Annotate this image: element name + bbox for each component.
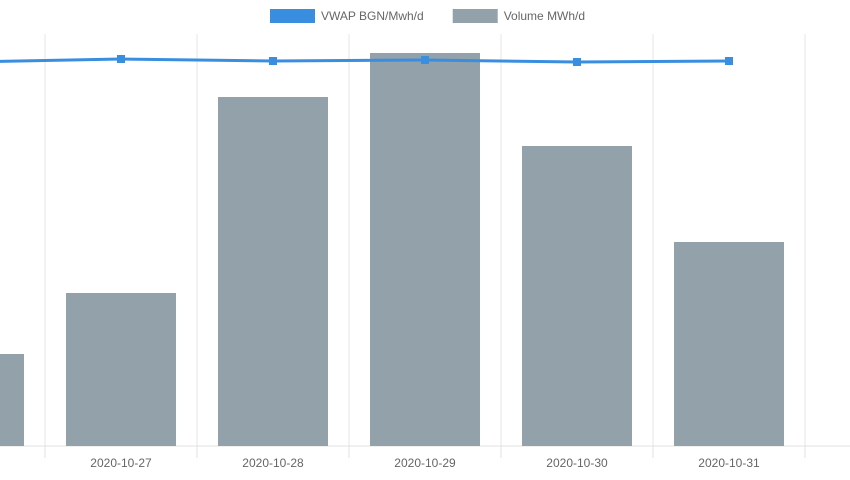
legend-swatch[interactable] — [452, 9, 498, 23]
point — [573, 58, 581, 66]
point — [421, 56, 429, 64]
bar — [674, 242, 784, 446]
legend: VWAP BGN/Mwh/d Volume MWh/d — [270, 9, 585, 23]
bar — [0, 354, 24, 446]
x-tick-label: 2020-10-30 — [546, 456, 608, 470]
legend-label[interactable]: Volume MWh/d — [504, 9, 585, 23]
point — [725, 57, 733, 65]
legend-label[interactable]: VWAP BGN/Mwh/d — [321, 9, 424, 23]
bar — [218, 97, 328, 446]
legend-swatch[interactable] — [270, 9, 315, 23]
x-tick-label: 2020-10-27 — [90, 456, 152, 470]
x-tick-label: 2020-10-31 — [698, 456, 760, 470]
bar — [522, 146, 632, 446]
bar — [370, 53, 480, 446]
line — [0, 57, 730, 64]
point — [269, 57, 277, 65]
bar — [66, 293, 176, 446]
x-tick-label: 2020-10-29 — [394, 456, 456, 470]
x-tick-label: 2020-10-28 — [242, 456, 304, 470]
point — [117, 55, 125, 63]
